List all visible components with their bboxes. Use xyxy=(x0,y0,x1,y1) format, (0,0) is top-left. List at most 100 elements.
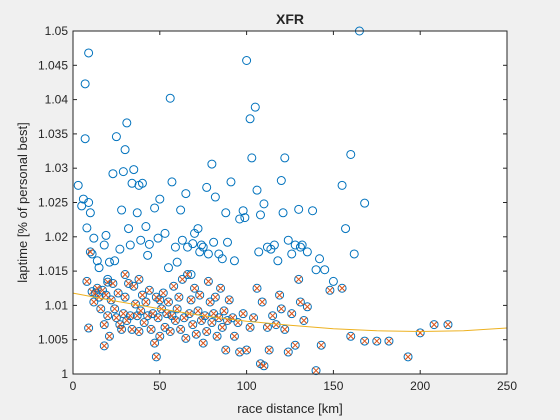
data-point xyxy=(196,240,206,250)
data-point xyxy=(210,192,220,202)
data-point xyxy=(80,79,90,89)
crossed-point xyxy=(346,331,356,341)
y-tick-label: 1.015 xyxy=(38,264,68,278)
y-tick-label: 1.025 xyxy=(38,196,68,210)
data-point xyxy=(82,223,92,233)
axes-background xyxy=(73,31,507,374)
data-point xyxy=(132,208,142,218)
crossed-point xyxy=(195,290,205,300)
crossed-point xyxy=(295,297,305,307)
crossed-point xyxy=(144,285,154,295)
crossed-point xyxy=(337,283,347,293)
crossed-point xyxy=(92,283,102,293)
crossed-point xyxy=(170,315,180,325)
data-point xyxy=(125,240,135,250)
crossed-point xyxy=(134,274,144,284)
data-point xyxy=(269,240,279,250)
data-point xyxy=(84,198,94,207)
y-tick-label: 1.035 xyxy=(38,127,68,141)
crossed-point xyxy=(110,304,120,314)
data-point xyxy=(235,214,245,224)
data-point xyxy=(294,204,304,214)
crossed-point xyxy=(280,324,290,334)
crossed-point xyxy=(158,288,168,298)
crossed-point xyxy=(316,340,326,350)
chart-title: XFR xyxy=(276,11,304,27)
crossed-point xyxy=(186,295,196,305)
data-point xyxy=(155,194,165,204)
crossed-point xyxy=(290,340,300,350)
crossed-point xyxy=(134,326,144,336)
crossed-point xyxy=(403,352,413,362)
data-point xyxy=(250,102,260,112)
y-tick-label: 1.04 xyxy=(45,93,69,107)
x-tick-label: 200 xyxy=(410,379,430,393)
data-point xyxy=(240,213,250,223)
crossed-point xyxy=(210,292,220,302)
data-point xyxy=(238,206,248,216)
crossed-point xyxy=(299,315,309,325)
data-point xyxy=(242,55,252,65)
crossed-point xyxy=(124,278,134,288)
crossed-point xyxy=(136,306,146,316)
y-tick-label: 1.05 xyxy=(45,24,69,38)
fit-curve xyxy=(72,292,508,333)
y-tick-label: 1.02 xyxy=(45,230,69,244)
crossed-point xyxy=(219,306,229,316)
crossed-point xyxy=(188,320,198,330)
crossed-point xyxy=(129,281,139,291)
data-point xyxy=(170,242,180,252)
crossed-point xyxy=(216,283,226,293)
data-point xyxy=(177,235,187,245)
crossed-point xyxy=(203,276,213,286)
data-point xyxy=(255,210,265,220)
crossed-point xyxy=(245,322,255,332)
crossed-point xyxy=(217,322,227,332)
crossed-point xyxy=(120,270,130,280)
data-point xyxy=(188,239,198,249)
data-point xyxy=(297,240,307,250)
data-point xyxy=(273,256,283,266)
data-point xyxy=(223,237,233,247)
crossed-point xyxy=(113,288,123,298)
crossed-point xyxy=(302,302,312,312)
crossed-point xyxy=(190,283,200,293)
data-point xyxy=(94,263,104,273)
x-tick-label: 0 xyxy=(70,379,77,393)
crossed-point xyxy=(384,336,394,346)
crossed-point xyxy=(311,366,321,376)
crossed-point xyxy=(169,281,179,291)
data-point xyxy=(120,145,130,155)
crossed-point xyxy=(82,276,92,286)
data-point xyxy=(221,208,231,218)
crossed-point xyxy=(84,323,94,333)
data-point xyxy=(252,185,262,195)
y-tick-label: 1 xyxy=(61,367,68,381)
data-point xyxy=(360,198,370,208)
data-point xyxy=(143,250,153,260)
data-point xyxy=(217,254,227,264)
crossed-point xyxy=(153,313,163,323)
data-point xyxy=(290,240,300,250)
crossed-point xyxy=(174,292,184,302)
data-point xyxy=(308,206,318,216)
data-point xyxy=(341,224,351,234)
data-point xyxy=(337,180,347,190)
x-tick-label: 100 xyxy=(237,379,257,393)
data-point xyxy=(85,208,95,218)
data-point xyxy=(110,256,120,266)
crossed-point xyxy=(238,309,248,319)
data-point xyxy=(101,230,111,240)
data-point xyxy=(193,224,203,234)
data-point xyxy=(165,93,175,103)
crossed-point xyxy=(127,324,137,334)
crossed-point xyxy=(120,292,130,302)
data-point xyxy=(141,222,151,232)
data-point xyxy=(283,235,293,245)
data-point xyxy=(198,242,208,252)
crossed-point xyxy=(429,320,439,330)
crossed-point xyxy=(229,331,239,341)
data-point xyxy=(153,233,163,243)
crossed-point xyxy=(165,326,175,336)
